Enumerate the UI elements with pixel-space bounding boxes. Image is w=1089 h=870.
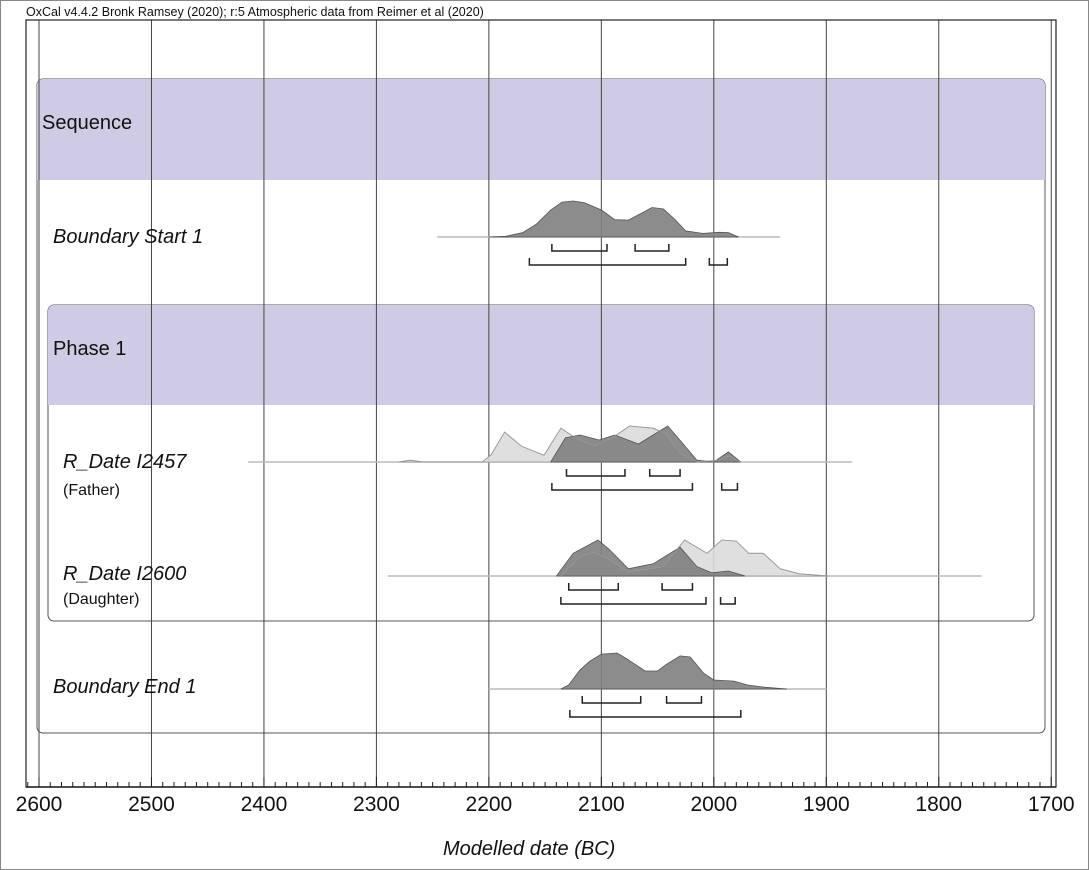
row-label-r-date-i2600: R_Date I2600 [63,563,187,585]
range-68-bracket [551,244,608,252]
x-tick-label: 2500 [128,793,175,816]
x-tick-label: 2400 [241,793,288,816]
chart-caption: OxCal v4.4.2 Bronk Ramsey (2020); r:5 At… [26,5,484,19]
range-95-bracket [720,483,739,491]
range-68-bracket [661,583,694,591]
x-axis-title: Modelled date (BC) [443,838,616,860]
range-95-bracket [551,483,694,491]
row-sublabel-father: (Father) [63,482,120,499]
posterior-distribution [560,652,787,690]
x-tick-label: 2600 [16,793,63,816]
group-label-phase: Phase 1 [53,338,127,360]
range-68-bracket [648,469,681,477]
x-tick-label: 2200 [466,793,513,816]
row-label-boundary-end: Boundary End 1 [53,676,197,698]
group-label-sequence: Sequence [42,112,133,134]
range-95-bracket [719,597,736,605]
range-68-bracket [634,244,670,252]
range-68-bracket [565,469,626,477]
x-tick-label: 2300 [353,793,400,816]
x-tick-label: 1900 [803,793,850,816]
x-tick-label: 1800 [915,793,962,816]
row-label-r-date-i2457: R_Date I2457 [63,451,187,473]
range-68-bracket [567,583,619,591]
posterior-distribution [549,425,742,463]
x-tick-label: 1700 [1028,793,1075,816]
posterior-distribution [556,539,746,577]
range-95-bracket [560,597,707,605]
sequence-header [37,79,1045,180]
posterior-distribution [488,200,739,238]
x-tick-label: 2000 [690,793,737,816]
row-label-boundary-start: Boundary Start 1 [53,226,204,248]
range-68-bracket [581,696,642,704]
range-95-bracket [569,710,742,718]
range-95-bracket [708,258,729,266]
likelihood-outline [560,539,829,577]
row-sublabel-daughter: (Daughter) [63,591,140,608]
likelihood-outline [398,425,741,463]
x-tick-label: 2100 [578,793,625,816]
range-95-bracket [528,258,687,266]
phase-header [48,305,1034,405]
range-68-bracket [665,696,703,704]
